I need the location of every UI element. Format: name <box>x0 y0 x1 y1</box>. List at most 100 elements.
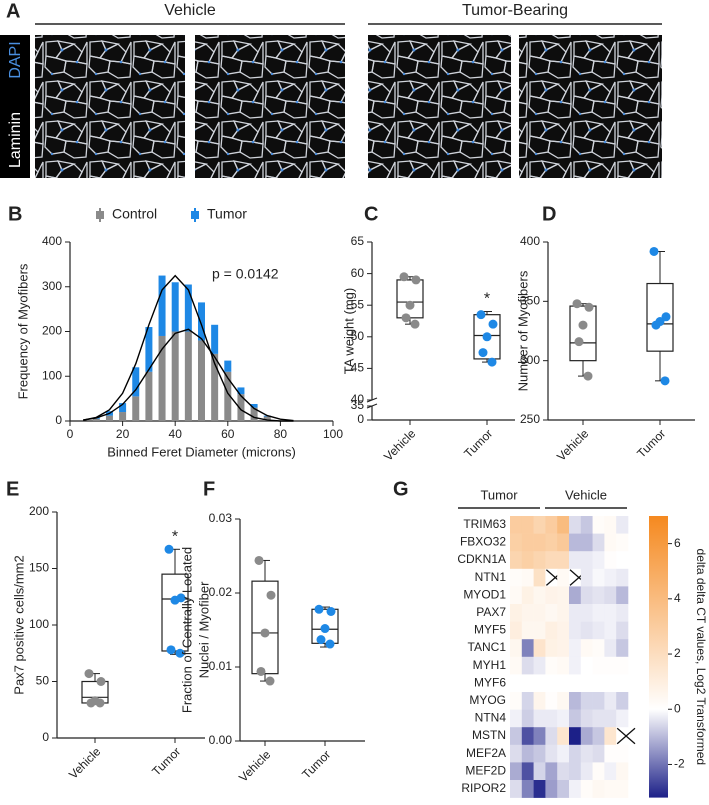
y-tick-label: 300 <box>42 279 62 293</box>
missing-cell <box>545 568 558 587</box>
row-label: MYF6 <box>474 675 506 689</box>
heat-cell <box>569 780 582 798</box>
heat-cell <box>569 692 582 710</box>
box <box>569 305 597 362</box>
y-tick-label: 65 <box>351 234 365 248</box>
heat-cell <box>592 604 605 622</box>
heat-cell <box>510 780 523 798</box>
heat-cell <box>580 762 593 781</box>
heat-cell <box>533 692 546 710</box>
point <box>482 332 492 342</box>
heat-cell <box>521 533 534 552</box>
heat-cell <box>557 674 570 693</box>
x-tick-label: 60 <box>221 427 235 441</box>
group-header: Vehicle <box>565 487 607 502</box>
heat-cell <box>592 621 605 640</box>
heat-cell <box>592 674 605 693</box>
heat-cell <box>592 568 605 587</box>
y-axis-title: Frequency of Myofibers <box>15 263 30 399</box>
x-tick-label: 100 <box>323 427 343 441</box>
heat-cell <box>580 639 593 658</box>
heat-cell <box>592 780 605 798</box>
row-label: NTN1 <box>475 570 507 584</box>
x-tick-label: 80 <box>274 427 288 441</box>
y-axis-title: Fraction of Centrally Located <box>179 547 194 713</box>
heat-cell <box>533 604 546 622</box>
point <box>405 300 415 310</box>
heat-cell <box>604 551 617 570</box>
heat-cell <box>545 551 558 570</box>
bar <box>211 324 219 354</box>
colorbar-title: delta delta CT values, Log2 Transformed <box>694 549 708 766</box>
x-axis-title: Binned Feret Diameter (microns) <box>107 444 296 459</box>
heat-cell <box>510 639 523 658</box>
annotation: p = 0.0142 <box>212 266 279 282</box>
heat-cell <box>616 568 629 587</box>
x-tick-label: Vehicle <box>381 426 418 463</box>
heat-cell <box>533 639 546 658</box>
legend-label: Tumor <box>207 206 247 222</box>
heat-cell <box>616 586 629 605</box>
heat-cell <box>580 533 593 552</box>
heat-cell <box>580 586 593 605</box>
y-tick-label: 200 <box>29 504 49 518</box>
y-tick-label: 400 <box>42 234 62 248</box>
box <box>251 580 279 675</box>
y-tick-label: 250 <box>520 412 540 426</box>
heat-cell <box>580 621 593 640</box>
x-tick-label: Vehicle <box>236 747 273 784</box>
point <box>84 669 94 679</box>
y-tick-label: 100 <box>29 617 49 631</box>
bar <box>250 403 258 408</box>
y-tick-label: 50 <box>36 674 50 688</box>
heat-cell <box>592 692 605 710</box>
stain-label: Laminin <box>7 112 24 168</box>
point <box>410 319 420 329</box>
heat-cell <box>557 533 570 552</box>
point <box>578 320 588 330</box>
colorbar <box>649 516 668 798</box>
heat-cell <box>533 744 546 763</box>
heat-cell <box>533 656 546 675</box>
x-tick-label: Vehicle <box>66 744 103 781</box>
heat-cell <box>510 709 523 728</box>
point <box>86 698 96 708</box>
heat-cell <box>604 621 617 640</box>
panel-letter: C <box>364 203 378 225</box>
heat-cell <box>545 586 558 605</box>
point <box>260 628 270 638</box>
heat-cell <box>545 780 558 798</box>
row-label: TRIM63 <box>463 517 506 531</box>
x-tick-label: Tumor <box>461 426 495 460</box>
point <box>572 299 582 309</box>
group-header: Tumor <box>480 487 518 502</box>
panel-letter: E <box>6 478 19 500</box>
bar <box>132 367 140 397</box>
heat-cell <box>604 516 617 534</box>
fit-curve <box>83 328 294 422</box>
heat-cell <box>592 656 605 675</box>
heat-cell <box>569 586 582 605</box>
point <box>401 313 411 323</box>
bar <box>171 282 179 332</box>
bar <box>171 331 179 421</box>
heat-cell <box>592 586 605 605</box>
heat-cell <box>557 709 570 728</box>
point <box>574 337 584 347</box>
heat-cell <box>604 762 617 781</box>
heat-cell <box>569 674 582 693</box>
box <box>473 314 501 360</box>
heat-cell <box>569 744 582 763</box>
heat-cell <box>592 709 605 728</box>
heat-cell <box>616 656 629 675</box>
point <box>256 666 266 676</box>
row-label: RIPOR2 <box>461 781 506 795</box>
y-tick-label: 60 <box>351 266 365 280</box>
bar <box>184 284 192 332</box>
heat-cell <box>521 568 534 587</box>
point <box>175 648 185 658</box>
heat-cell <box>616 674 629 693</box>
heat-cell <box>592 551 605 570</box>
heat-cell <box>604 533 617 552</box>
heat-cell <box>545 709 558 728</box>
